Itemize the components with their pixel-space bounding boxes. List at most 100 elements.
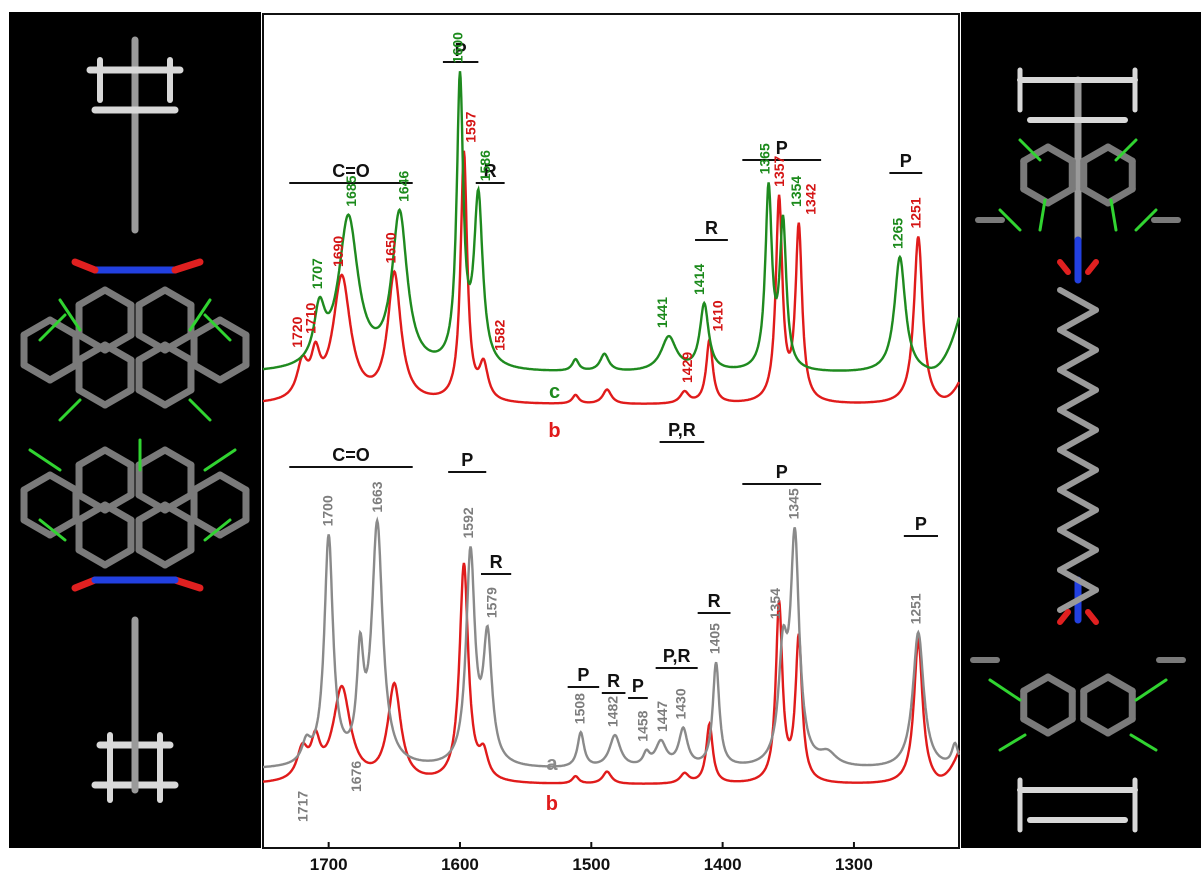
bond: [1057, 447, 1099, 473]
bond: [203, 313, 232, 342]
ring: [101, 501, 135, 524]
bond: [998, 208, 1022, 232]
bond: [1057, 587, 1099, 613]
ring: [75, 446, 109, 469]
ring: [46, 316, 80, 339]
bond: [1057, 347, 1099, 373]
bond: [1057, 287, 1099, 313]
bond: [58, 398, 82, 422]
bond: [1085, 609, 1099, 625]
ring: [190, 316, 224, 339]
peak-label-top-1582: 1582: [491, 320, 507, 351]
ring: [1044, 185, 1076, 207]
band-label-bottom-0: C=O: [332, 445, 370, 465]
band-label-bottom-6: P,R: [663, 646, 691, 666]
band-label-bottom-9: P: [915, 514, 927, 534]
bond: [1057, 609, 1071, 625]
ring: [75, 341, 109, 364]
ring: [75, 501, 109, 524]
x-tick-label-1400: 1400: [704, 855, 742, 874]
bond: [1057, 307, 1099, 333]
peak-label-bottom-1482: 1482: [604, 696, 620, 727]
bond: [998, 733, 1027, 752]
series-label-top-b: b: [548, 420, 560, 442]
ring: [20, 316, 54, 339]
ring: [135, 546, 169, 569]
ring: [1044, 673, 1076, 695]
bond: [1057, 547, 1099, 573]
bond: [1057, 527, 1099, 553]
bond: [1057, 467, 1099, 493]
ring: [75, 546, 109, 569]
bond: [1134, 678, 1168, 702]
ring: [1020, 715, 1052, 737]
ring: [1044, 715, 1076, 737]
band-label-bottom-4: R: [607, 671, 620, 691]
ring: [75, 286, 109, 309]
peak-label-top-1357: 1357: [771, 155, 787, 186]
peak-label-top-1720: 1720: [289, 316, 305, 347]
bond: [1057, 367, 1099, 393]
ring: [101, 286, 135, 309]
ring: [135, 501, 169, 524]
ring: [1080, 715, 1112, 737]
bond: [1057, 327, 1099, 353]
bond: [1038, 198, 1047, 232]
peak-label-top-1251: 1251: [908, 197, 924, 228]
bond: [1057, 427, 1099, 453]
band-label-top-2: R: [484, 161, 497, 181]
bond: [71, 576, 99, 592]
ring: [101, 546, 135, 569]
ring: [1020, 673, 1052, 695]
band-label-top-4: P: [776, 138, 788, 158]
peak-label-top-1650: 1650: [382, 232, 398, 263]
ring: [135, 341, 169, 364]
peak-label-top-1410: 1410: [709, 300, 725, 331]
peak-label-top-1586: 1586: [477, 150, 493, 181]
ring: [20, 361, 54, 384]
peak-label-bottom-1447: 1447: [654, 701, 670, 732]
bond: [188, 298, 212, 332]
peak-label-bottom-1592: 1592: [460, 507, 476, 538]
x-tick-label-1500: 1500: [572, 855, 610, 874]
ring: [190, 361, 224, 384]
bond: [1057, 507, 1099, 533]
bond: [988, 678, 1022, 702]
bond: [1057, 387, 1099, 413]
ring: [1104, 673, 1136, 695]
peak-label-bottom-1458: 1458: [635, 710, 651, 741]
bond: [1085, 259, 1099, 275]
ring: [135, 446, 169, 469]
ring: [46, 361, 80, 384]
ring: [216, 361, 250, 384]
ring: [161, 286, 195, 309]
ring: [135, 286, 169, 309]
spectrum-traces: [262, 71, 961, 785]
bond: [1057, 259, 1071, 275]
peak-label-top-1342: 1342: [803, 183, 819, 214]
trace-bottom-b: [262, 562, 961, 785]
ring: [20, 471, 54, 494]
band-label-bottom-8: P: [776, 462, 788, 482]
trace-bottom-a: [263, 516, 961, 769]
bond: [1057, 487, 1099, 513]
peak-label-top-1597: 1597: [462, 111, 478, 142]
bond: [203, 448, 237, 472]
trace-top-b: [262, 150, 961, 405]
peak-label-bottom-1700: 1700: [319, 495, 335, 526]
band-label-top-3: R: [705, 218, 718, 238]
peak-label-top-1600: 1600: [449, 32, 465, 63]
peak-label-top-1646: 1646: [396, 170, 412, 201]
bond: [1134, 208, 1158, 232]
ring: [1080, 185, 1112, 207]
peak-label-bottom-1508: 1508: [571, 693, 587, 724]
bond: [203, 518, 232, 542]
x-axis: 1700 1600 1500 1400 1300: [310, 842, 873, 874]
series-label-bottom-a: a: [546, 753, 558, 775]
ring: [46, 471, 80, 494]
band-label-top-5: P: [900, 151, 912, 171]
bond: [1057, 567, 1099, 593]
